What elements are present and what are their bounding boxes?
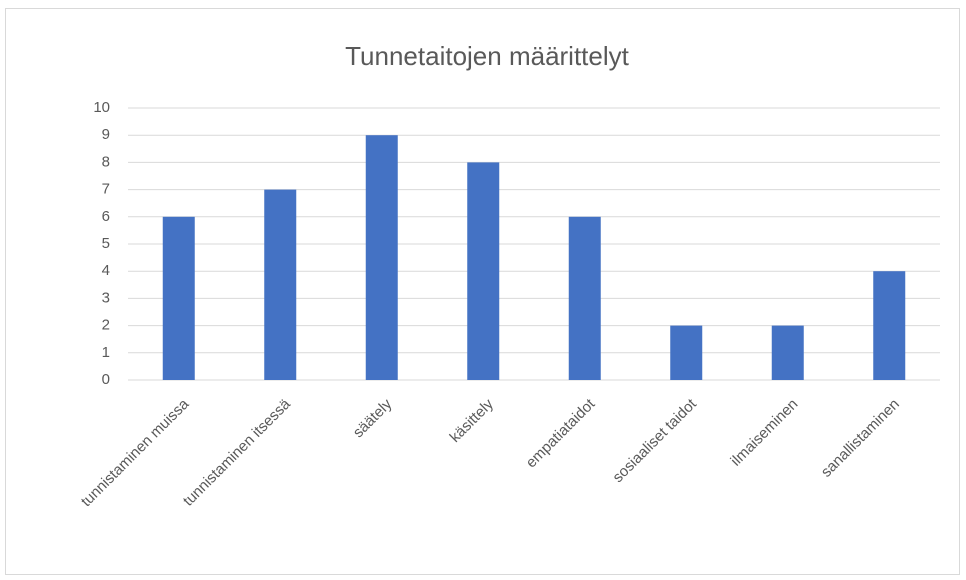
- y-tick-label: 0: [102, 371, 110, 388]
- bar: [467, 162, 500, 380]
- y-tick-label: 2: [102, 317, 110, 334]
- y-tick-label: 7: [102, 181, 110, 198]
- y-tick-label: 8: [102, 153, 110, 170]
- bar: [670, 325, 703, 380]
- bar: [771, 325, 804, 380]
- bar: [873, 271, 906, 380]
- y-tick-label: 1: [102, 344, 110, 361]
- bar: [365, 135, 398, 380]
- bar: [264, 189, 297, 380]
- y-tick-label: 6: [102, 208, 110, 225]
- y-tick-label: 3: [102, 289, 110, 306]
- y-tick-label: 9: [102, 126, 110, 143]
- y-tick-label: 4: [102, 262, 110, 279]
- chart-title: Tunnetaitojen määrittelyt: [345, 41, 630, 71]
- bar: [162, 216, 195, 380]
- bar: [568, 216, 601, 380]
- y-tick-label: 5: [102, 235, 110, 252]
- y-tick-label: 10: [93, 99, 110, 116]
